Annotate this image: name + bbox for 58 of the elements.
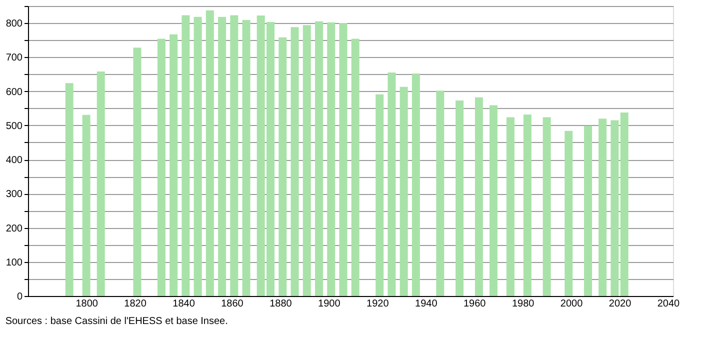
bar bbox=[436, 90, 444, 296]
y-tick-label: 600 bbox=[6, 86, 23, 98]
y-tick-label: 0 bbox=[16, 292, 23, 302]
bar bbox=[302, 25, 311, 296]
bar bbox=[400, 86, 408, 296]
bar bbox=[351, 38, 360, 296]
x-tick-label: 2000 bbox=[560, 298, 584, 310]
bar bbox=[157, 38, 166, 296]
x-tick-label: 1920 bbox=[366, 298, 390, 310]
bar bbox=[133, 48, 142, 296]
y-tick-label: 500 bbox=[6, 120, 23, 132]
x-tick-label: 1940 bbox=[415, 298, 438, 310]
bar bbox=[170, 34, 178, 296]
y-tick-label: 700 bbox=[6, 52, 23, 64]
bar bbox=[327, 22, 336, 296]
bar bbox=[542, 117, 551, 296]
bar bbox=[489, 105, 498, 296]
bar bbox=[506, 117, 514, 296]
x-tick-label: 1960 bbox=[463, 298, 486, 310]
x-tick-label: 1820 bbox=[124, 298, 147, 310]
bar bbox=[194, 16, 202, 296]
bar bbox=[290, 27, 299, 296]
x-tick-label: 1860 bbox=[221, 298, 244, 310]
bar bbox=[456, 100, 464, 296]
x-tick-label: 1880 bbox=[270, 298, 292, 310]
x-tick-label: 2020 bbox=[608, 298, 632, 310]
bar bbox=[412, 74, 420, 296]
bar bbox=[314, 21, 323, 296]
x-tick-label: 2040 bbox=[657, 298, 680, 310]
x-tick-label: 1900 bbox=[318, 298, 341, 310]
bar bbox=[96, 72, 105, 296]
bar bbox=[610, 120, 619, 296]
bar bbox=[278, 37, 287, 296]
bar bbox=[218, 16, 226, 296]
bar bbox=[182, 15, 190, 296]
bar bbox=[230, 15, 238, 296]
y-tick-label: 800 bbox=[6, 18, 23, 30]
bar bbox=[564, 130, 573, 296]
y-tick-label: 200 bbox=[6, 223, 23, 234]
x-tick-label: 1980 bbox=[512, 298, 535, 310]
bar bbox=[523, 114, 532, 296]
bar bbox=[388, 72, 396, 296]
source-note: Sources : base Cassini de l'EHESS et base Insee. bbox=[5, 316, 228, 327]
bar bbox=[339, 23, 348, 296]
bar bbox=[376, 94, 384, 296]
bar bbox=[598, 118, 607, 296]
bar bbox=[242, 20, 250, 296]
bar bbox=[206, 10, 214, 296]
bar bbox=[474, 97, 483, 296]
bar bbox=[82, 114, 90, 296]
y-tick-label: 400 bbox=[6, 155, 23, 166]
y-tick-label: 100 bbox=[6, 257, 23, 268]
x-tick-label: 1800 bbox=[76, 298, 98, 310]
bar bbox=[65, 83, 74, 296]
bar bbox=[584, 126, 592, 296]
y-tick-label: 300 bbox=[6, 189, 23, 200]
x-tick-label: 1840 bbox=[172, 298, 196, 310]
bar bbox=[620, 112, 628, 296]
